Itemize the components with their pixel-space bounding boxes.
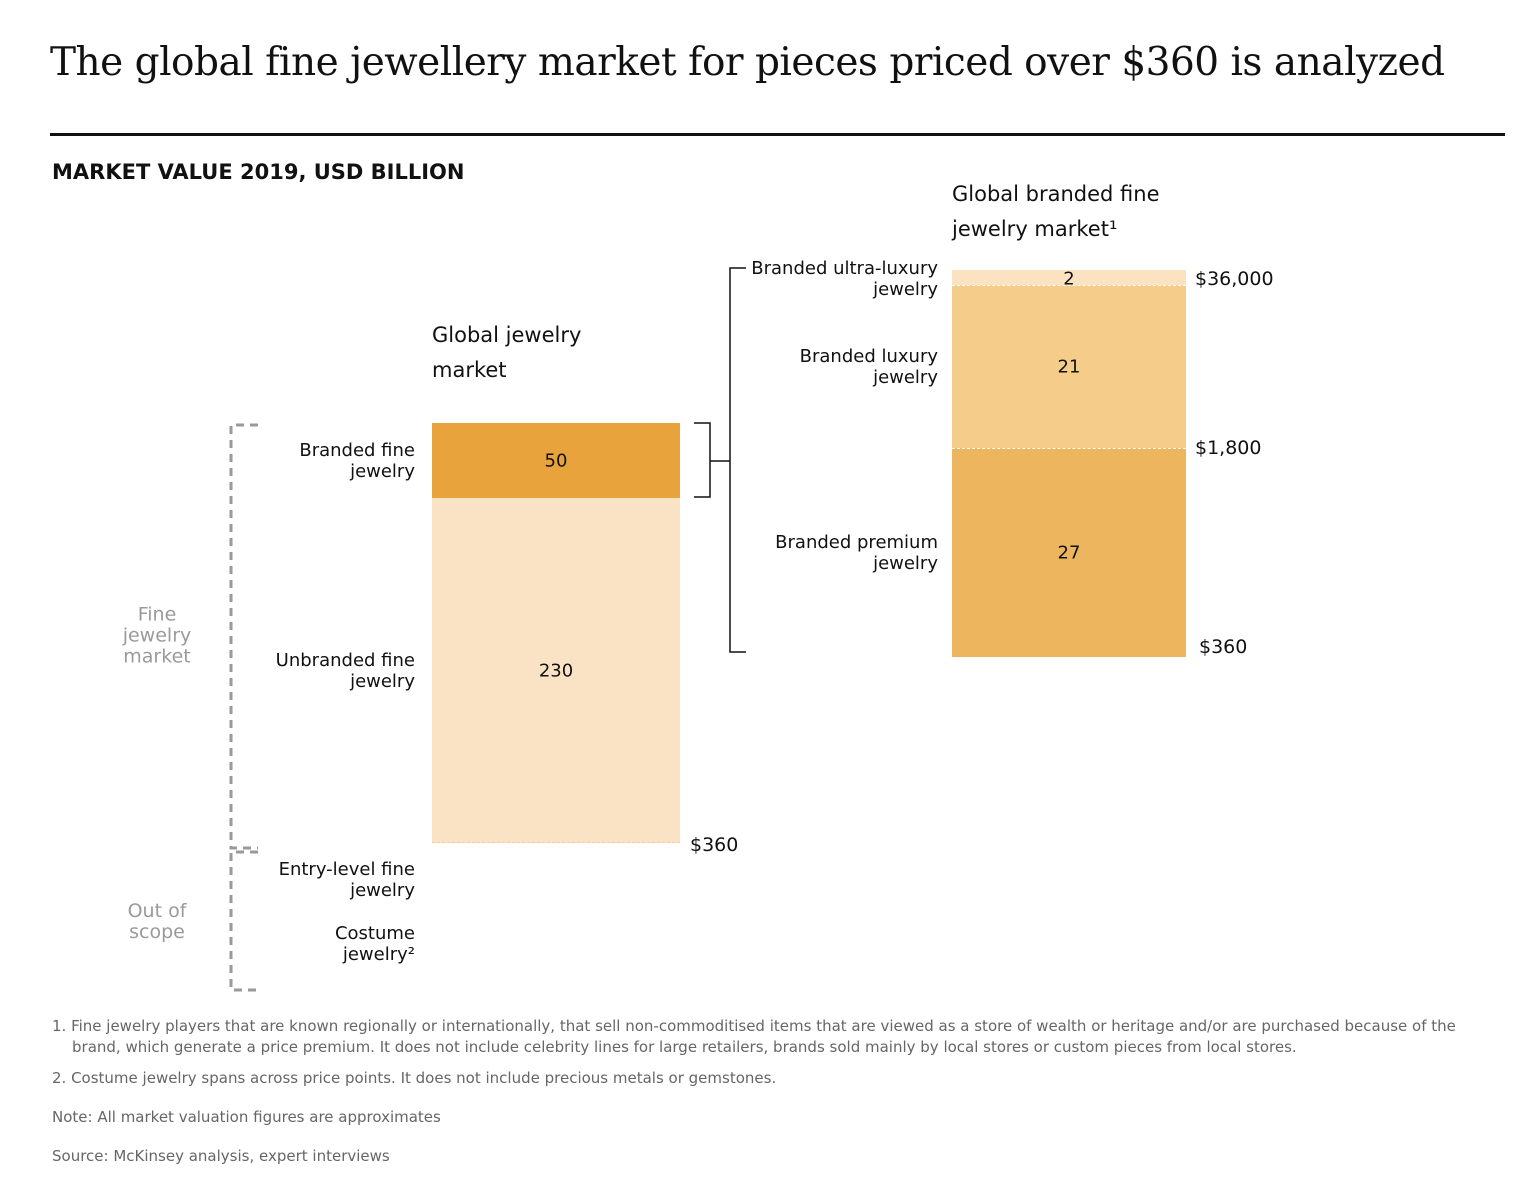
subtitle: MARKET VALUE 2019, USD BILLION (52, 160, 465, 184)
bottom-edge (432, 842, 680, 843)
value-label: 230 (538, 660, 574, 681)
boundary-label: $360 (1199, 636, 1248, 658)
segment-label: Branded premium jewelry (775, 531, 938, 574)
boundary-label: $360 (690, 834, 739, 856)
value-label: 27 (1057, 542, 1081, 563)
bar-segment (952, 448, 1186, 657)
segment-divider (952, 285, 1186, 287)
boundary-label: $36,000 (1195, 268, 1274, 290)
group-label: Out of scope (127, 900, 187, 943)
value-label: 2 (1063, 268, 1075, 290)
bar-segment (952, 270, 1186, 286)
segment-divider (952, 448, 1186, 450)
bar-segment (432, 498, 680, 843)
group-label: Fine jewelry market (122, 603, 192, 668)
chart-title: Global jewelry market (432, 323, 582, 382)
note: Note: All market valuation figures are a… (52, 1108, 441, 1126)
source: Source: McKinsey analysis, expert interv… (52, 1147, 390, 1165)
value-label: 21 (1057, 356, 1081, 378)
bar-segment (432, 423, 680, 498)
chart-title: Global branded fine jewelry market¹ (952, 182, 1160, 241)
bar-segment (952, 285, 1186, 448)
out-of-scope-item: Entry-level fine jewelry (278, 859, 415, 901)
out-of-scope-item: Costume jewelry² (334, 923, 415, 965)
segment-label: Branded luxury jewelry (799, 345, 938, 388)
footnote: 1. Fine jewelry players that are known r… (52, 1017, 1456, 1056)
rule (50, 133, 1505, 136)
footnote: 2. Costume jewelry spans across price po… (52, 1069, 777, 1087)
segment-label: Branded ultra-luxury jewelry (751, 258, 938, 300)
boundary-label: $1,800 (1195, 437, 1262, 460)
value-label: 50 (544, 450, 568, 471)
segment-label: Branded fine jewelry (299, 439, 415, 482)
segment-label: Unbranded fine jewelry (275, 649, 415, 692)
title: The global fine jewellery market for pie… (50, 40, 1445, 85)
